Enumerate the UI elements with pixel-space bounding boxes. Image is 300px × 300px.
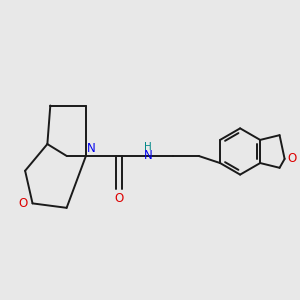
Text: O: O xyxy=(114,192,123,205)
Text: O: O xyxy=(18,197,27,210)
Text: N: N xyxy=(144,149,153,162)
Text: H: H xyxy=(144,142,152,152)
Text: O: O xyxy=(287,152,296,165)
Text: N: N xyxy=(86,142,95,155)
